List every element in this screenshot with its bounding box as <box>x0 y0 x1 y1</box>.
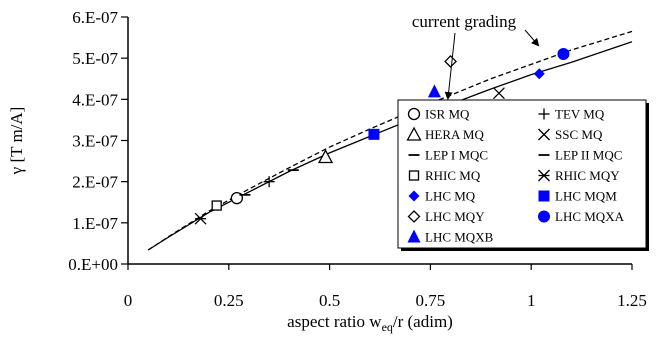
x-tick-label: 0.75 <box>416 291 446 310</box>
annotation-arrow-left <box>444 32 456 100</box>
annotation-label: current grading <box>412 12 517 31</box>
annotation-arrow-right <box>524 29 540 47</box>
y-tick-label: 3.E-07 <box>72 132 118 151</box>
legend-label-ssc-mq: SSC MQ <box>555 127 603 142</box>
legend-marker-lhc-mqy <box>407 210 421 223</box>
x-tick-label: 0.25 <box>214 291 244 310</box>
x-axis-title: aspect ratio weq/r (adim) <box>287 312 453 334</box>
point-lhc-mqxa <box>557 48 570 61</box>
legend-marker-hera-mq <box>406 126 422 141</box>
legend-label-rhic-mq: RHIC MQ <box>425 168 481 183</box>
x-tick-label: 0.5 <box>319 291 340 310</box>
legend-marker-isr-mq <box>407 107 421 121</box>
point-lhc-mqxb <box>427 84 441 98</box>
legend-label-lhc-mqm: LHC MQM <box>555 189 617 204</box>
y-tick-label: 2.E-07 <box>72 173 118 192</box>
y-tick-label: 0.E+00 <box>68 255 118 274</box>
point-rhic-mqy <box>194 212 207 225</box>
x-tick-label: 1 <box>527 291 536 310</box>
legend-marker-rhic-mqy <box>538 169 550 182</box>
legend-label-lhc-mqy: LHC MQY <box>425 209 485 224</box>
legend-marker-lhc-mqxa <box>538 210 550 223</box>
axes: 0.E+00 1.E-07 2.E-07 3.E-07 4.E-07 5.E-07 6.E-… <box>7 8 647 334</box>
legend-label-lep-i-mqc: LEP I MQC <box>425 148 488 163</box>
y-tick-label: 1.E-07 <box>72 214 118 233</box>
legend-label-lhc-mqxb: LHC MQXB <box>425 230 494 245</box>
legend-label-lhc-mqxa: LHC MQXA <box>555 209 625 224</box>
point-ssc-mq <box>492 87 505 100</box>
legend-label-lhc-mq: LHC MQ <box>425 189 476 204</box>
y-tick-label: 6.E-07 <box>72 8 118 27</box>
legend-marker-tev-mq <box>538 108 550 120</box>
legend-marker-lhc-mq <box>408 190 420 202</box>
annotation: current grading <box>412 12 540 100</box>
legend-label-hera-mq: HERA MQ <box>425 127 484 142</box>
legend-marker-ssc-mq <box>538 128 550 141</box>
data-points <box>194 48 570 225</box>
point-lhc-mqm <box>368 128 380 140</box>
point-hera-mq <box>317 149 334 164</box>
legend-label-isr-mq: ISR MQ <box>425 107 470 122</box>
legend-marker-lhc-mqm <box>538 190 550 202</box>
point-lhc-mq <box>533 68 545 80</box>
legend-marker-lhc-mqxb <box>407 229 421 243</box>
y-axis-title: γ [T m/A] <box>7 107 26 176</box>
x-tick-label: 0 <box>124 291 133 310</box>
x-tick-label: 1.25 <box>617 291 647 310</box>
legend-marker-rhic-mq <box>408 170 420 181</box>
legend-box <box>397 99 647 249</box>
legend-label-lep-ii-mqc: LEP II MQC <box>555 148 622 163</box>
legend-label-rhic-mqy: RHIC MQY <box>555 168 620 183</box>
point-tev-mq <box>263 176 275 188</box>
point-rhic-mq <box>211 200 222 211</box>
y-tick-label: 4.E-07 <box>72 90 118 109</box>
y-tick-label: 5.E-07 <box>72 49 118 68</box>
legend-label-tev-mq: TEV MQ <box>555 107 605 122</box>
legend: ISR MQ TEV MQ HERA MQ SSC MQ LEP I MQC LEP II… <box>397 99 649 251</box>
point-lhc-mqy <box>444 55 457 68</box>
